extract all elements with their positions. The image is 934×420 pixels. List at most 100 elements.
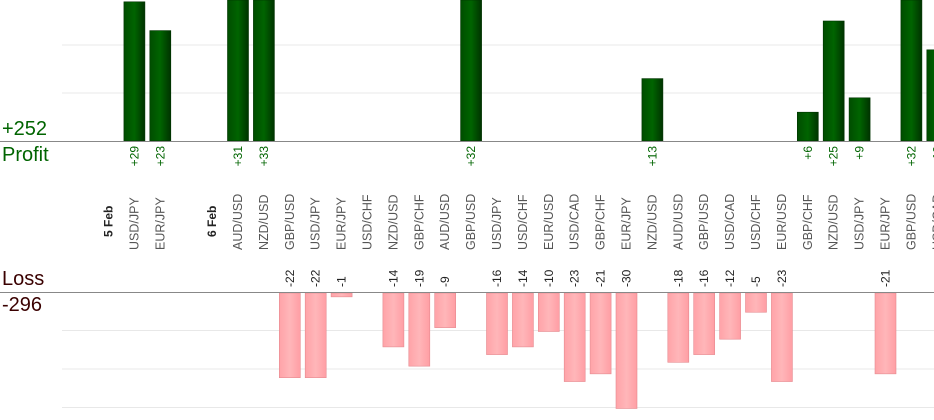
loss-total: -296	[2, 294, 43, 316]
loss-bar	[408, 292, 431, 367]
profit-bars	[123, 0, 934, 142]
pair-label: USD/CHF	[516, 194, 530, 250]
pair-label: USD/JPY	[853, 197, 867, 250]
profit-bar	[460, 0, 482, 142]
profit-value-label: +9	[853, 146, 867, 160]
date-label: 5 Feb	[102, 206, 116, 237]
loss-value-label: -12	[723, 269, 737, 287]
pair-label: EUR/USD	[542, 194, 556, 250]
pair-label: GBP/USD	[283, 194, 297, 250]
pair-label: EUR/JPY	[620, 197, 634, 250]
profit-bar	[149, 30, 172, 142]
loss-bar	[330, 292, 353, 298]
pair-label: GBP/USD	[697, 194, 711, 250]
date-label: 6 Feb	[205, 206, 219, 237]
pair-label: NZD/USD	[386, 194, 400, 250]
loss-value-label: -18	[671, 269, 685, 287]
loss-bar	[589, 292, 612, 375]
loss-value-label: -22	[283, 269, 297, 287]
profit-bar	[900, 0, 923, 142]
loss-value-label: -21	[879, 269, 893, 287]
pair-label: NZD/USD	[645, 194, 659, 250]
pair-label: EUR/JPY	[335, 197, 349, 250]
pair-label: GBP/USD	[464, 194, 478, 250]
pair-label: AUD/USD	[231, 194, 245, 250]
loss-bar	[719, 292, 741, 340]
profit-value-label: +32	[464, 146, 478, 167]
pair-label: USD/JPY	[309, 197, 323, 250]
pair-label: USD/CHF	[749, 194, 763, 250]
loss-bar	[693, 292, 716, 355]
pair-label: USD/CHF	[361, 194, 375, 250]
pair-label: GBP/CHF	[594, 194, 608, 250]
pair-label: EUR/USD	[775, 194, 789, 250]
loss-value-label: -14	[386, 269, 400, 287]
pair-label: USD/JPY	[127, 197, 141, 250]
loss-value-label: -22	[309, 269, 323, 287]
profit-bar	[253, 0, 275, 142]
pair-label: GBP/USD	[904, 194, 918, 250]
profit-value-label: +13	[645, 146, 659, 167]
loss-bar	[563, 292, 586, 382]
loss-value-label: -10	[542, 269, 556, 287]
loss-value-label: -1	[335, 276, 349, 287]
loss-value-label: -19	[412, 269, 426, 287]
profit-value-label: +29	[127, 146, 141, 167]
pair-label: USD/CAD	[723, 194, 737, 250]
profit-total: +252	[2, 118, 48, 140]
profit-bar	[926, 49, 934, 142]
loss-bar	[537, 292, 560, 332]
profit-bar	[641, 78, 664, 142]
loss-value-label: -16	[697, 269, 711, 287]
loss-bar	[745, 292, 767, 313]
loss-value-label: -9	[438, 276, 452, 287]
loss-bar	[771, 292, 793, 382]
axes	[0, 141, 934, 293]
loss-value-label: -30	[620, 269, 634, 287]
loss-bar	[874, 292, 897, 375]
pair-label: AUD/USD	[671, 194, 685, 250]
profit-bar	[796, 111, 819, 142]
loss-bar	[615, 292, 638, 409]
profit-value-label: +19	[930, 146, 934, 167]
loss-bar	[434, 292, 457, 328]
loss-bar	[512, 292, 534, 348]
pair-label: EUR/JPY	[153, 197, 167, 250]
loss-value-label: -23	[775, 269, 789, 287]
profit-value-label: +6	[801, 146, 815, 160]
loss-bar	[486, 292, 508, 355]
profit-value-label: +31	[231, 146, 245, 167]
loss-value-label: -5	[749, 276, 763, 287]
loss-bar	[304, 292, 327, 378]
profit-bar	[822, 20, 845, 142]
profit-value-label: +33	[257, 146, 271, 167]
profit-value-label: +32	[904, 146, 918, 167]
pair-label: GBP/CHF	[801, 194, 815, 250]
pair-label: AUD/USD	[438, 194, 452, 250]
profit-bar	[848, 97, 871, 142]
loss-bar	[382, 292, 405, 348]
pair-label: GBP/CHF	[412, 194, 426, 250]
pair-label: USD/CAD	[930, 194, 934, 250]
pair-label: USD/JPY	[490, 197, 504, 250]
loss-bars	[278, 292, 897, 409]
pair-label: EUR/JPY	[879, 197, 893, 250]
loss-value-label: -21	[594, 269, 608, 287]
profit-bar	[123, 1, 146, 142]
pair-label: NZD/USD	[827, 194, 841, 250]
loss-value-label: -14	[516, 269, 530, 287]
pair-label: USD/CAD	[568, 194, 582, 250]
profit-value-label: +23	[153, 146, 167, 167]
pair-label: NZD/USD	[257, 194, 271, 250]
loss-label: Loss	[2, 268, 45, 290]
loss-value-label: -16	[490, 269, 504, 287]
profit-label: Profit	[2, 144, 49, 166]
profit-bar	[227, 0, 249, 142]
profit-value-label: +25	[827, 146, 841, 167]
loss-value-label: -23	[568, 269, 582, 287]
loss-bar	[278, 292, 301, 378]
loss-bar	[667, 292, 690, 363]
value-labels: +29 +23 +31 +33 -22 -22 -1 -14 -19 -9 +32 -16 -14 -10…	[127, 146, 934, 287]
category-labels: 5 Feb USD/JPY EUR/JPY 6 Feb AUD/USD NZD/USD GB…	[102, 194, 934, 250]
